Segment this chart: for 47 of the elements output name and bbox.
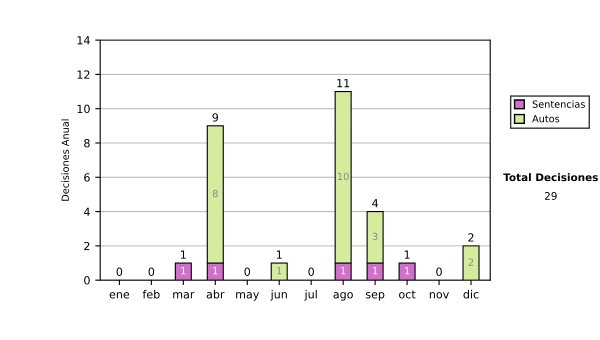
- y-tick-label: 6: [84, 173, 90, 182]
- legend-label: Sentencias: [532, 100, 585, 108]
- y-tick-label: 10: [78, 104, 90, 114]
- y-tick-label: 0: [84, 276, 90, 285]
- data-label: 1: [405, 267, 410, 274]
- y-tick-label: 4: [84, 208, 90, 216]
- total-label: 0: [308, 268, 314, 276]
- text: Total Decisiones: [503, 173, 598, 182]
- total-label: 4: [372, 199, 378, 208]
- total-label: 0: [244, 268, 250, 276]
- data-label: 1: [213, 267, 218, 274]
- x-tick-label: oct: [399, 290, 416, 298]
- x-tick-label: abr: [206, 290, 224, 298]
- y-tick-label: 8: [84, 138, 90, 148]
- total-label: 1: [276, 250, 282, 259]
- x-tick-label: jun: [270, 290, 287, 301]
- total-label: 1: [404, 250, 410, 259]
- data-label: 1: [373, 267, 378, 274]
- y-axis-title: Decisiones Anual: [61, 119, 69, 201]
- x-tick-label: sep: [366, 292, 384, 301]
- x-tick-label: dic: [464, 290, 478, 298]
- legend-label: Autos: [532, 115, 560, 122]
- total-label: 2: [468, 233, 474, 242]
- text: 29: [544, 192, 557, 200]
- x-tick-label: mar: [173, 292, 194, 298]
- total-label: 0: [148, 268, 154, 276]
- total-label: 0: [116, 268, 122, 276]
- x-tick-label: may: [236, 292, 260, 301]
- data-label: 10: [338, 172, 349, 180]
- data-label: 1: [181, 267, 186, 274]
- x-tick-label: ago: [333, 292, 353, 301]
- total-label: 1: [181, 250, 186, 259]
- data-label: 8: [212, 190, 218, 198]
- y-tick-label: 12: [78, 70, 90, 79]
- x-tick-label: jul: [304, 290, 317, 301]
- x-tick-label: nov: [430, 292, 449, 298]
- total-label: 0: [436, 268, 442, 276]
- total-label: 11: [337, 79, 350, 88]
- y-tick-label: 2: [84, 242, 90, 250]
- data-label: 3: [372, 232, 378, 240]
- data-label: 1: [341, 267, 346, 274]
- data-label: 2: [468, 258, 474, 266]
- x-tick-label: ene: [110, 292, 130, 298]
- data-label: 1: [277, 267, 282, 274]
- total-label: 9: [212, 113, 218, 122]
- x-tick-label: feb: [142, 290, 160, 298]
- y-tick-label: 14: [78, 36, 90, 44]
